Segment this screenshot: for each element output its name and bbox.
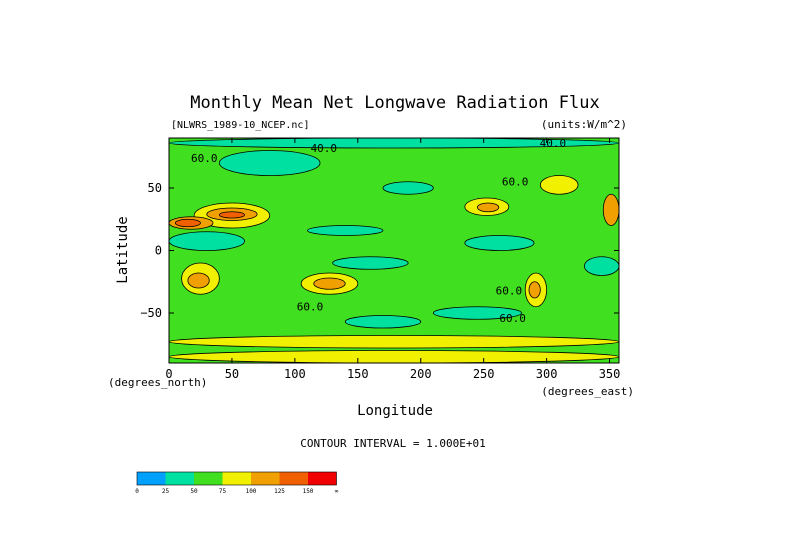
colorbar-label: 100: [246, 488, 257, 495]
y-axis-unit: (degrees_north): [108, 376, 207, 389]
x-axis-label: Longitude: [357, 403, 433, 419]
field-region: [464, 235, 535, 251]
units-label: (units:W/m^2): [541, 118, 627, 131]
field-region: [313, 277, 346, 290]
field-region: [174, 218, 201, 228]
contour-label: 60.0: [496, 284, 523, 297]
x-axis-unit: (degrees_east): [541, 385, 634, 398]
contour-label: 60.0: [499, 312, 526, 325]
colorbar-swatch: [165, 472, 194, 485]
x-tick-label: 100: [284, 367, 306, 381]
x-tick-label: 250: [473, 367, 495, 381]
field-region: [187, 272, 210, 289]
field-region: [218, 150, 321, 176]
field-region: [476, 202, 500, 213]
field-region: [583, 256, 620, 276]
colorbar-swatch: [251, 472, 280, 485]
y-tick-label: 50: [148, 181, 162, 195]
contour-interval-note: CONTOUR INTERVAL = 1.000E+01: [300, 437, 485, 450]
y-axis-label: Latitude: [115, 216, 131, 283]
x-tick-label: 0: [165, 367, 172, 381]
y-axis-ticks: 50 0 −50: [140, 181, 619, 320]
field-region: [168, 335, 620, 349]
x-tick-label: 350: [599, 367, 621, 381]
x-tick-label: 300: [536, 367, 558, 381]
contour-label: 40.0: [311, 142, 338, 155]
colorbar-swatch: [308, 472, 337, 485]
x-axis-ticks: 0 50 100 150 200 250 300 350: [165, 138, 620, 381]
field-region: [168, 231, 245, 251]
field-region: [344, 315, 422, 329]
y-tick-label: 0: [155, 244, 162, 258]
contour-labels: 40.0 40.0 60.0 60.0 60.0 60.0 60.0: [191, 137, 566, 325]
chart-title: Monthly Mean Net Longwave Radiation Flux: [190, 93, 599, 113]
field-region: [602, 193, 620, 226]
colorbar-label: 50: [190, 488, 198, 495]
colorbar-label: 75: [219, 488, 227, 495]
colorbar-label: ∞: [335, 488, 339, 495]
colorbar-label: 25: [162, 488, 170, 495]
contour-label: 40.0: [540, 137, 567, 150]
colorbar-label: 0: [135, 488, 139, 495]
field-region: [382, 181, 434, 195]
field-region: [307, 225, 384, 236]
field-region: [539, 175, 579, 195]
field-region: [218, 211, 245, 219]
contour-label: 60.0: [502, 176, 529, 189]
contour-label: 60.0: [191, 152, 218, 165]
x-tick-label: 150: [347, 367, 369, 381]
dataset-label: [NLWRS_1989-10_NCEP.nc]: [171, 120, 309, 131]
colorbar-frame: [136, 471, 337, 486]
field-region: [528, 281, 541, 299]
colorbar-swatch: [137, 472, 166, 485]
colorbar-swatch: [279, 472, 308, 485]
plot-area: [168, 137, 620, 364]
colorbar-swatch: [194, 472, 223, 485]
field-region: [332, 256, 409, 270]
colorbar: 0 25 50 75 100 125 150 ∞: [135, 471, 339, 495]
colorbar-label: 150: [303, 488, 314, 495]
contour-label: 60.0: [297, 301, 324, 314]
y-tick-label: −50: [140, 306, 162, 320]
field-region: [168, 350, 620, 364]
colorbar-swatch: [222, 472, 251, 485]
x-tick-label: 200: [410, 367, 432, 381]
field-region: [432, 306, 522, 320]
x-tick-label: 50: [225, 367, 239, 381]
colorbar-label: 125: [274, 488, 285, 495]
